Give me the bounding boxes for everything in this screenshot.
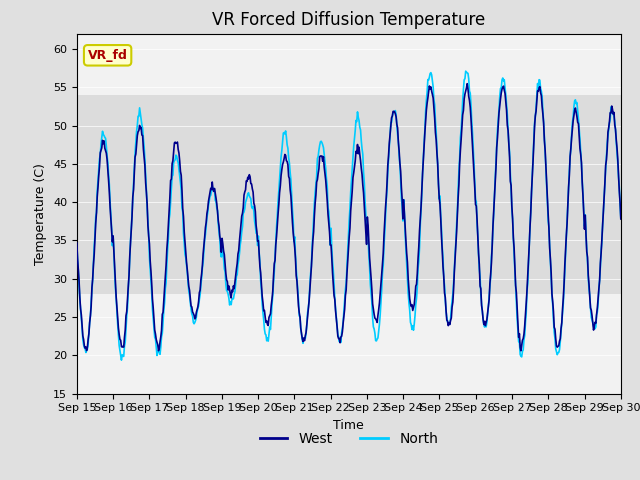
Line: North: North: [77, 71, 621, 360]
North: [416, 244, 424, 250]
Title: VR Forced Diffusion Temperature: VR Forced Diffusion Temperature: [212, 11, 485, 29]
North: [223, 288, 231, 294]
West: [431, 116, 438, 121]
Text: VR_fd: VR_fd: [88, 49, 127, 62]
West: [73, 240, 81, 246]
North: [73, 239, 81, 244]
West: [83, 348, 90, 353]
West: [139, 133, 147, 139]
Y-axis label: Temperature (C): Temperature (C): [35, 163, 47, 264]
West: [223, 277, 230, 283]
North: [118, 357, 125, 363]
North: [140, 135, 147, 141]
North: [617, 215, 625, 220]
North: [431, 118, 439, 124]
Line: West: West: [77, 84, 621, 351]
North: [83, 348, 90, 353]
West: [463, 81, 471, 86]
North: [462, 68, 470, 74]
Bar: [77, 95, 621, 294]
Legend: West, North: West, North: [254, 426, 444, 452]
West: [194, 304, 202, 310]
West: [517, 348, 525, 354]
North: [195, 303, 202, 309]
West: [617, 216, 625, 222]
West: [415, 244, 422, 250]
X-axis label: Time: Time: [333, 419, 364, 432]
